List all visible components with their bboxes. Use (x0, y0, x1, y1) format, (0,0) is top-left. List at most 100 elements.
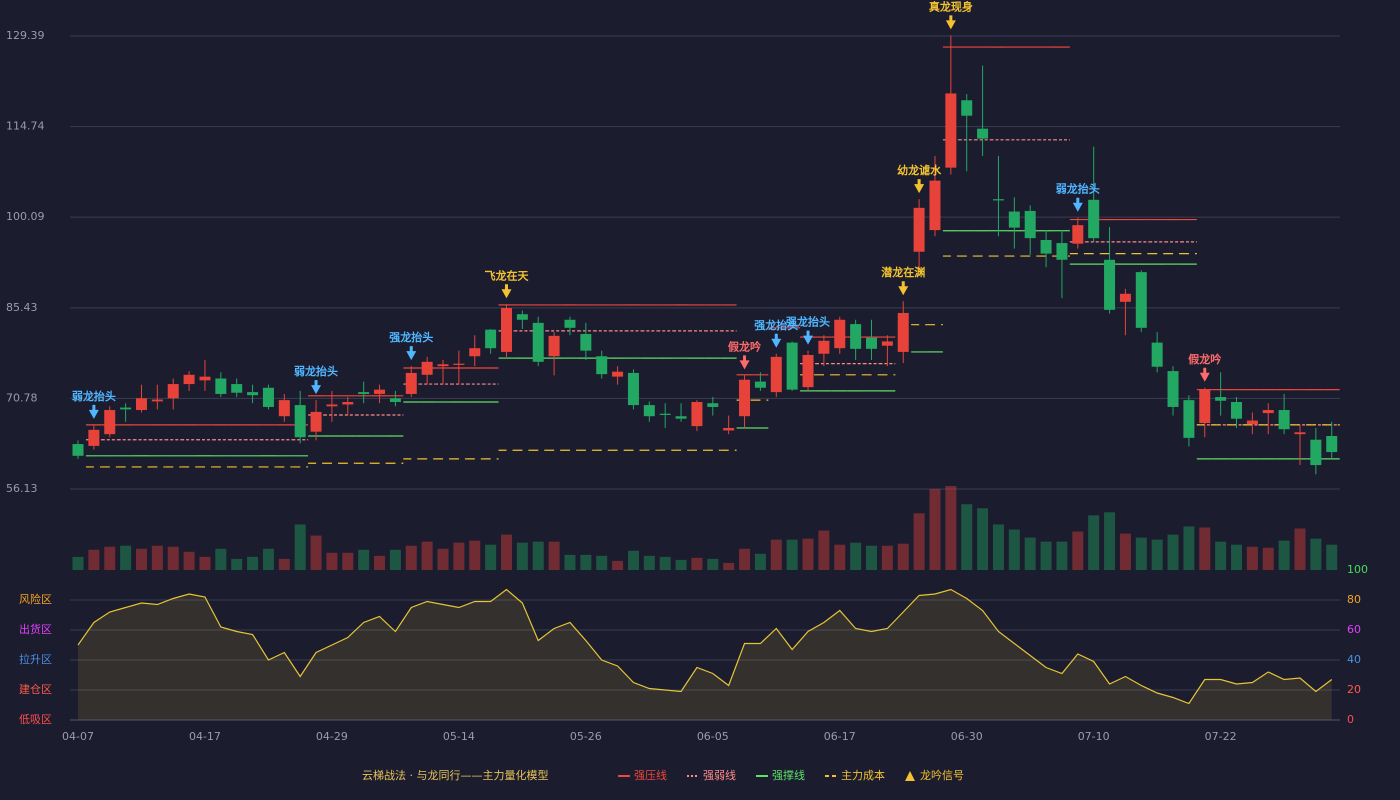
volume-bar (1056, 541, 1068, 570)
candle-body (1151, 342, 1163, 367)
candle-body (818, 340, 830, 354)
volume-bar (374, 555, 386, 570)
volume-bar (786, 539, 798, 570)
volume-bar (1119, 533, 1131, 570)
candle-body (1088, 199, 1100, 239)
candle-body (151, 399, 163, 402)
volume-bar (977, 508, 989, 570)
candle-body (247, 392, 259, 396)
zone-label: 拉升区 (19, 652, 52, 666)
candle-body (1040, 239, 1052, 254)
signal-arrow (771, 333, 782, 348)
legend-label: 强撑线 (772, 768, 805, 782)
volume-bar (1008, 529, 1020, 570)
volume-bar (1278, 540, 1290, 570)
volume-bar (247, 556, 259, 570)
candle-body (437, 364, 449, 367)
x-tick-label: 04-29 (316, 730, 348, 743)
x-tick-label: 07-10 (1078, 730, 1110, 743)
volume-bar (548, 541, 560, 570)
volume-bar (72, 556, 84, 570)
candle-body (1215, 397, 1227, 401)
candle-body (1135, 272, 1147, 328)
candle-body (977, 128, 989, 139)
candle-body (294, 405, 306, 438)
x-tick-label: 04-17 (189, 730, 221, 743)
x-tick-label: 05-14 (443, 730, 475, 743)
volume-bar (120, 545, 132, 570)
candle-body (405, 372, 417, 394)
candle-body (1231, 401, 1243, 419)
volume-bar (1183, 526, 1195, 570)
signal-label: 弱龙抬头 (72, 389, 116, 403)
candle-body (834, 319, 846, 349)
y-tick-label: 129.39 (6, 29, 45, 42)
candle-body (802, 355, 814, 388)
y2-tick-label: 80 (1347, 593, 1361, 606)
volume-bar (945, 486, 957, 570)
volume-bar (310, 535, 322, 570)
candle-body (389, 398, 401, 402)
signal-label: 真龙现身 (929, 0, 973, 13)
candle-body (342, 401, 354, 405)
signal-label: 飞龙在天 (484, 268, 529, 282)
candle-body (850, 324, 862, 349)
volume-bar (516, 542, 528, 570)
volume-bar (913, 513, 925, 570)
candle-body (532, 322, 544, 362)
volume-bar (326, 552, 338, 570)
volume-bar (1199, 527, 1211, 570)
y-tick-label: 70.78 (6, 391, 38, 404)
signal-arrow (88, 404, 99, 419)
volume-bar (723, 562, 735, 570)
volume-bar (1262, 547, 1274, 570)
candle-body (707, 403, 719, 407)
volume-bar (818, 530, 830, 570)
signal-arrow (914, 179, 925, 194)
zone-label: 低吸区 (19, 713, 52, 726)
volume-bar (1294, 528, 1306, 570)
candle-body (469, 348, 481, 357)
candle-body (516, 314, 528, 320)
candle-body (659, 413, 671, 415)
volume-bar (643, 555, 655, 570)
volume-bar (469, 540, 481, 570)
signal-label: 弱龙抬头 (294, 364, 338, 378)
legend-label: 龙吟信号 (920, 768, 964, 782)
volume-bar (342, 552, 354, 570)
candle-body (215, 378, 227, 394)
legend-subtitle: 云梯战法 · 与龙同行——主力量化模型 (362, 768, 549, 782)
volume-bar (770, 539, 782, 570)
y-tick-label: 100.09 (6, 210, 45, 223)
candle-body (120, 407, 132, 410)
osc-line (77, 588, 1333, 705)
candle-body (1072, 225, 1084, 244)
volume-bar (802, 538, 814, 570)
candle-body (72, 444, 84, 456)
candle-body (866, 337, 877, 349)
candle-body (310, 411, 322, 432)
volume-bar (262, 548, 274, 570)
volume-bar (612, 560, 624, 570)
candle-body (881, 341, 893, 346)
volume-bar (691, 557, 703, 570)
signal-arrow (1072, 197, 1083, 212)
volume-bar (151, 545, 163, 570)
volume-bar (596, 555, 608, 570)
signal-arrow (803, 330, 814, 345)
volume-bar (850, 542, 862, 570)
candle-body (691, 401, 703, 427)
volume-bar (866, 545, 877, 570)
zone-label: 建仓区 (19, 682, 52, 696)
volume-bar (1310, 538, 1322, 570)
y2-tick-label: 20 (1347, 683, 1361, 696)
volume-bar (1215, 541, 1227, 570)
candle-body (739, 379, 751, 417)
signal-label: 强龙抬头 (754, 318, 798, 332)
volume-bar (1088, 515, 1100, 570)
volume-bar (278, 558, 290, 570)
candle-body (1294, 432, 1306, 435)
signal-arrow (406, 346, 417, 361)
candle-body (627, 372, 639, 406)
